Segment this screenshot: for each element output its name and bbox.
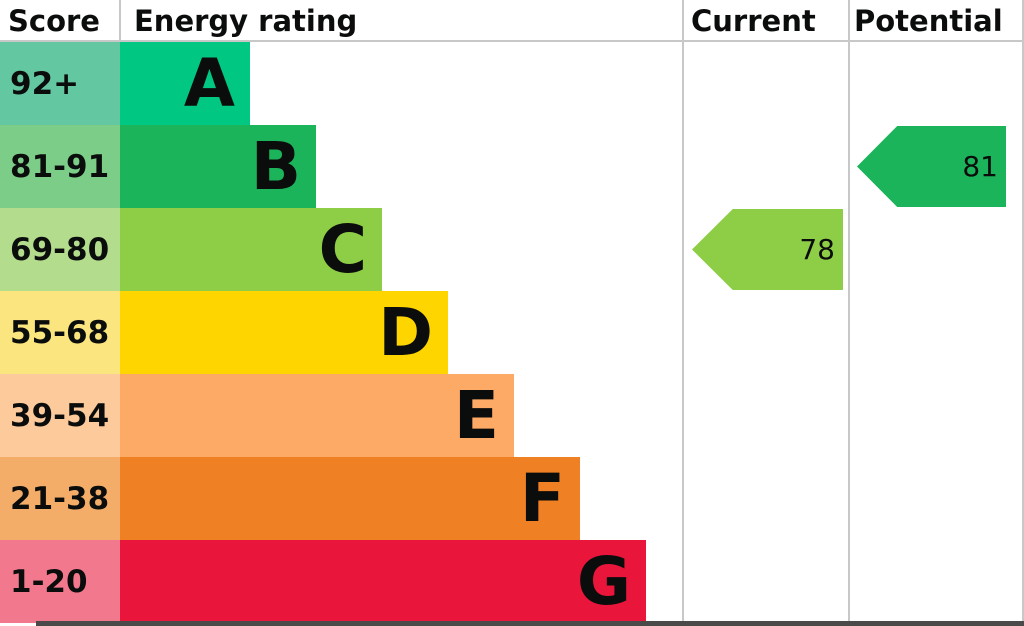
potential-rating-value: 81	[962, 150, 998, 183]
band-bar: G	[120, 540, 646, 623]
score-range-cell: 69-80	[0, 208, 120, 291]
band-bar: B	[120, 125, 316, 208]
score-range-cell: 81-91	[0, 125, 120, 208]
header-current: Current	[691, 3, 816, 38]
band-letter: B	[250, 127, 301, 205]
header-energy-rating: Energy rating	[134, 3, 358, 38]
bottom-border-bar	[36, 621, 1024, 626]
current-column-divider	[682, 0, 684, 626]
band-bar: C	[120, 208, 382, 291]
score-range-cell: 55-68	[0, 291, 120, 374]
header-underline	[0, 40, 1024, 42]
band-bar: D	[120, 291, 448, 374]
band-bar: F	[120, 457, 580, 540]
band-row: 39-54 E	[0, 374, 1024, 457]
score-range-cell: 92+	[0, 42, 120, 125]
band-row: 81-91 B	[0, 125, 1024, 208]
band-letter: D	[378, 293, 433, 371]
band-row: 69-80 C	[0, 208, 1024, 291]
band-letter: G	[576, 542, 631, 620]
band-letter: E	[453, 376, 499, 454]
band-letter: A	[183, 44, 235, 122]
band-letter: C	[318, 210, 367, 288]
score-range-cell: 39-54	[0, 374, 120, 457]
band-letter: F	[519, 459, 565, 537]
score-range-cell: 1-20	[0, 540, 120, 623]
header-score: Score	[8, 3, 100, 38]
band-bar: E	[120, 374, 514, 457]
right-border	[1022, 0, 1024, 626]
band-row: 1-20 G	[0, 540, 1024, 623]
score-range-cell: 21-38	[0, 457, 120, 540]
current-rating-value: 78	[799, 233, 835, 266]
header-potential: Potential	[854, 3, 1003, 38]
band-row: 55-68 D	[0, 291, 1024, 374]
score-column-divider	[119, 0, 121, 42]
band-row: 92+ A	[0, 42, 1024, 125]
potential-column-divider	[848, 0, 850, 626]
band-row: 21-38 F	[0, 457, 1024, 540]
band-bar: A	[120, 42, 250, 125]
